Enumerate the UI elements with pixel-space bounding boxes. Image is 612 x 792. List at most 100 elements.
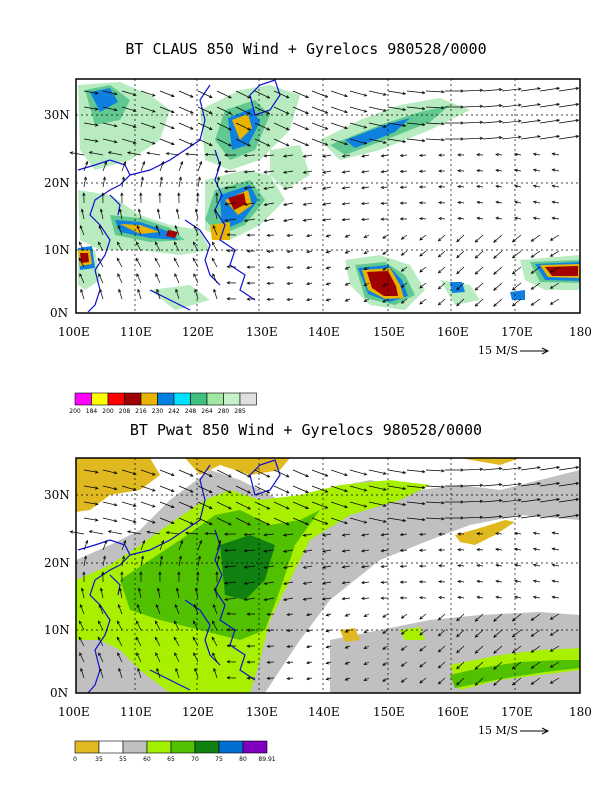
wind-arrow [303,565,313,569]
wind-arrow [482,89,502,92]
wind-arrowhead [247,95,252,99]
wind-arrow [224,218,237,222]
wind-arrow [197,485,213,493]
scale-label: 15 M/S [478,344,518,357]
wind-arrow [178,90,194,98]
wind-arrow [264,170,275,173]
wind-arrow [345,629,351,633]
wind-arrow [118,668,123,679]
wind-arrow [176,588,180,599]
wind-arrow [438,217,446,220]
wind-arrow [192,637,199,647]
wind-arrow [197,469,213,477]
wind-arrow [552,153,560,156]
wind-arrowhead [383,519,387,523]
wind-arrowhead [530,238,535,242]
wind-arrowhead [285,127,290,131]
wind-arrowhead [177,571,181,575]
wind-arrowhead [437,270,442,274]
wind-arrowhead [383,108,387,112]
wind-arrowhead [517,103,522,107]
wind-arrowhead [173,636,177,641]
wind-arrowhead [344,473,348,477]
wind-arrowhead [421,139,426,143]
wind-arrowhead [341,218,346,222]
wind-arrowhead [418,564,423,568]
wind-arrow [382,645,389,650]
wind-arrowhead [266,506,271,510]
wind-arrowhead [132,519,137,523]
wind-arrow [514,185,522,188]
wind-arrowhead [537,498,541,502]
wind-arrowhead [383,471,387,475]
wind-arrow [224,581,237,584]
wind-arrow [306,234,313,237]
wind-arrow [531,250,541,258]
wind-arrow [98,225,104,236]
wind-arrowhead [266,143,271,147]
wind-arrow [273,469,290,478]
wind-arrowhead [174,652,178,656]
wind-arrowhead [575,134,580,139]
wind-arrow [368,501,387,507]
wind-arrow [102,177,106,188]
wind-arrowhead [474,287,479,291]
wind-arrowhead [285,143,290,147]
colorbar-swatch [122,740,148,754]
wind-arrowhead [437,238,442,242]
wind-arrow [382,629,389,634]
wind-arrowhead [419,632,423,636]
wind-arrowhead [159,555,163,560]
wind-arrow [330,517,348,524]
wind-arrowhead [151,141,156,145]
wind-arrowhead [174,603,178,608]
wind-arrow [140,556,144,567]
wind-arrowhead [382,299,386,303]
wind-arrowhead [511,634,516,638]
wind-arrow [456,645,465,653]
wind-arrowhead [226,265,231,269]
colorbar-swatch [242,740,268,754]
wind-arrow [173,258,180,268]
wind-arrow [119,209,123,220]
wind-arrowhead [98,603,102,608]
wind-arrowhead [282,549,287,553]
wind-arrowhead [137,667,141,672]
wind-arrowhead [266,127,271,131]
wind-arrowhead [400,284,405,288]
wind-arrowhead [107,530,112,534]
wind-arrowhead [113,140,118,144]
wind-arrowhead [341,549,346,553]
wind-arrow [159,540,164,551]
wind-arrowhead [120,571,124,575]
wind-arrow [539,103,560,108]
wind-arrow [140,138,156,145]
wind-arrow [70,152,85,156]
wind-arrowhead [438,532,442,536]
wind-arrowhead [476,563,481,568]
wind-arrow [136,225,142,236]
wind-arrowhead [363,266,368,270]
wind-arrowhead [498,498,503,503]
wind-arrow [514,580,522,583]
wind-arrowhead [380,533,385,537]
wind-arrow [457,580,465,583]
wind-arrow [216,161,221,172]
wind-arrowhead [400,252,405,256]
lon-label-150e: 150E [373,325,405,339]
wind-arrowhead [476,532,480,536]
wind-arrowhead [79,224,83,229]
wind-arrowhead [117,224,121,229]
wind-arrow [364,250,370,254]
wind-arrowhead [228,490,232,494]
wind-arrow [283,202,294,206]
wind-arrowhead [151,109,156,113]
wind-arrow [512,266,522,275]
wind-arrow [477,201,484,204]
wind-arrow [80,289,85,300]
wind-arrowhead [344,645,349,649]
wind-arrow [364,677,370,681]
lon-label-140e: 140E [308,325,340,339]
wind-arrow [127,531,142,535]
